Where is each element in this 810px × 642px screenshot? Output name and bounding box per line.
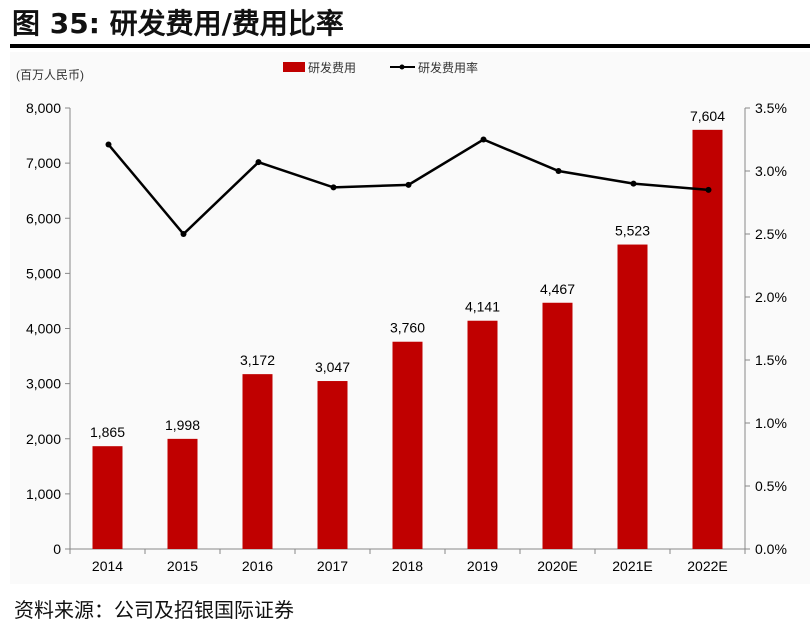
ratio-point <box>105 141 112 148</box>
x-tick-label: 2017 <box>317 558 348 574</box>
bar <box>392 341 423 549</box>
left-tick-label: 1,000 <box>26 486 61 502</box>
x-tick-label: 2016 <box>242 558 273 574</box>
bar-data-label: 5,523 <box>615 223 650 239</box>
bar <box>692 129 723 549</box>
bar <box>92 446 123 549</box>
bar <box>242 374 273 549</box>
right-tick-label: 3.5% <box>755 100 787 116</box>
left-tick-label: 5,000 <box>26 265 61 281</box>
left-axis-unit-label: (百万人民币) <box>16 68 84 82</box>
x-tick-label: 2022E <box>687 558 727 574</box>
x-tick-label: 2019 <box>467 558 498 574</box>
x-tick-label: 2015 <box>167 558 198 574</box>
bar-data-label: 7,604 <box>690 108 725 124</box>
left-tick-label: 7,000 <box>26 155 61 171</box>
figure-title: 图 35: 研发费用/费用比率 <box>12 7 344 40</box>
right-tick-label: 3.0% <box>755 163 787 179</box>
right-tick-label: 2.5% <box>755 226 787 242</box>
right-tick-label: 1.0% <box>755 415 787 431</box>
bar <box>467 320 498 549</box>
bar-data-label: 3,172 <box>240 352 275 368</box>
ratio-point <box>255 159 262 166</box>
left-tick-label: 8,000 <box>26 100 61 116</box>
title-rule <box>10 44 810 48</box>
bar <box>167 438 198 549</box>
left-tick-label: 6,000 <box>26 210 61 226</box>
bar-data-label: 4,467 <box>540 281 575 297</box>
left-tick-label: 4,000 <box>26 321 61 337</box>
right-tick-label: 0.0% <box>755 541 787 557</box>
x-tick-label: 2020E <box>537 558 577 574</box>
ratio-point <box>330 184 337 191</box>
bar <box>317 381 348 549</box>
bar-data-label: 4,141 <box>465 299 500 315</box>
legend-bar-label: 研发费用 <box>308 60 356 75</box>
legend-bar-swatch <box>283 62 305 72</box>
chart: 0 1,000 2,000 3,000 4,000 5,000 6,000 7,000 8,00… <box>16 60 787 574</box>
ratio-point <box>180 231 187 237</box>
ratio-point <box>555 168 562 174</box>
right-tick-label: 0.5% <box>755 478 787 494</box>
bar-data-label: 1,998 <box>165 417 200 433</box>
right-tick-label: 2.0% <box>755 289 787 305</box>
left-tick-label: 3,000 <box>26 376 61 392</box>
ratio-point <box>630 180 637 187</box>
source-note: 资料来源：公司及招银国际证券 <box>14 598 294 622</box>
x-tick-label: 2018 <box>392 558 423 574</box>
left-tick-label: 2,000 <box>26 431 61 447</box>
bar-data-label: 3,760 <box>390 320 425 336</box>
x-tick-label: 2021E <box>612 558 652 574</box>
legend-line-marker <box>399 64 405 70</box>
ratio-point <box>405 181 412 188</box>
right-tick-label: 1.5% <box>755 352 787 368</box>
ratio-point <box>480 136 487 143</box>
bar <box>542 302 573 549</box>
x-tick-label: 2014 <box>92 558 123 574</box>
bar-data-label: 3,047 <box>315 359 350 375</box>
bar-data-label: 1,865 <box>90 424 125 440</box>
legend-line-label: 研发费用率 <box>418 60 478 75</box>
left-tick-label: 0 <box>53 541 61 557</box>
ratio-point <box>705 186 712 193</box>
bar <box>617 244 648 550</box>
